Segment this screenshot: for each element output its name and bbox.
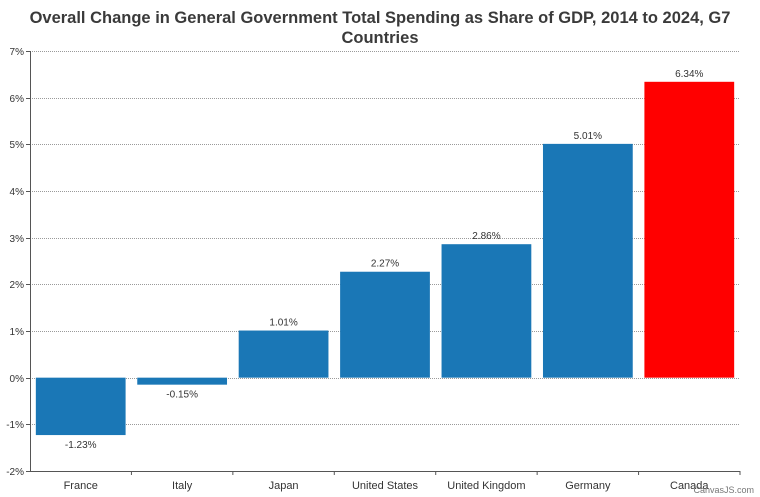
bar-japan [238, 330, 329, 378]
y-tick-label: 7% [10, 47, 25, 58]
y-tick-label: 1% [10, 327, 25, 338]
bar-united-kingdom [441, 244, 532, 378]
x-tick-label: Italy [172, 480, 193, 492]
chart-title-line-1: Overall Change in General Government Tot… [29, 9, 731, 27]
y-tick-label: 6% [10, 94, 25, 105]
x-tick-label: United States [352, 480, 419, 492]
x-tick-label: France [64, 480, 98, 492]
x-tick-label: Germany [565, 480, 611, 492]
data-label: -0.15% [166, 390, 198, 401]
y-tick-label: 4% [10, 187, 25, 198]
labels: -2% -1% 0% 1% 2% 3% 4% 5% 6% 7% France -1.23% Italy -… [6, 47, 709, 492]
x-tick-label: Japan [269, 480, 299, 492]
y-tick-label: 5% [10, 140, 25, 151]
chart-title-line-2: Countries [341, 29, 419, 47]
bars [35, 81, 735, 436]
data-label: -1.23% [65, 440, 97, 451]
x-tick-label: Canada [670, 480, 709, 492]
data-label: 2.86% [472, 231, 500, 242]
y-tick-label: 0% [10, 374, 25, 385]
data-label: 5.01% [574, 131, 602, 142]
y-tick-label: 3% [10, 234, 25, 245]
bar-france [35, 377, 126, 436]
y-tick-label: -1% [6, 420, 24, 431]
y-tick-label: -2% [6, 467, 24, 478]
bar-united-states [340, 271, 430, 378]
watermark: CanvasJS.com [693, 485, 754, 495]
x-tick-label: United Kingdom [447, 480, 525, 492]
bar-canada [644, 81, 735, 378]
data-label: 2.27% [371, 259, 399, 270]
y-tick-label: 2% [10, 280, 25, 291]
chart-title: Overall Change in General Government Tot… [0, 8, 760, 48]
bar-germany [542, 143, 633, 378]
data-label: 1.01% [269, 318, 297, 329]
bar-italy [137, 377, 228, 385]
axes [26, 51, 741, 475]
data-label: 6.34% [675, 69, 703, 80]
